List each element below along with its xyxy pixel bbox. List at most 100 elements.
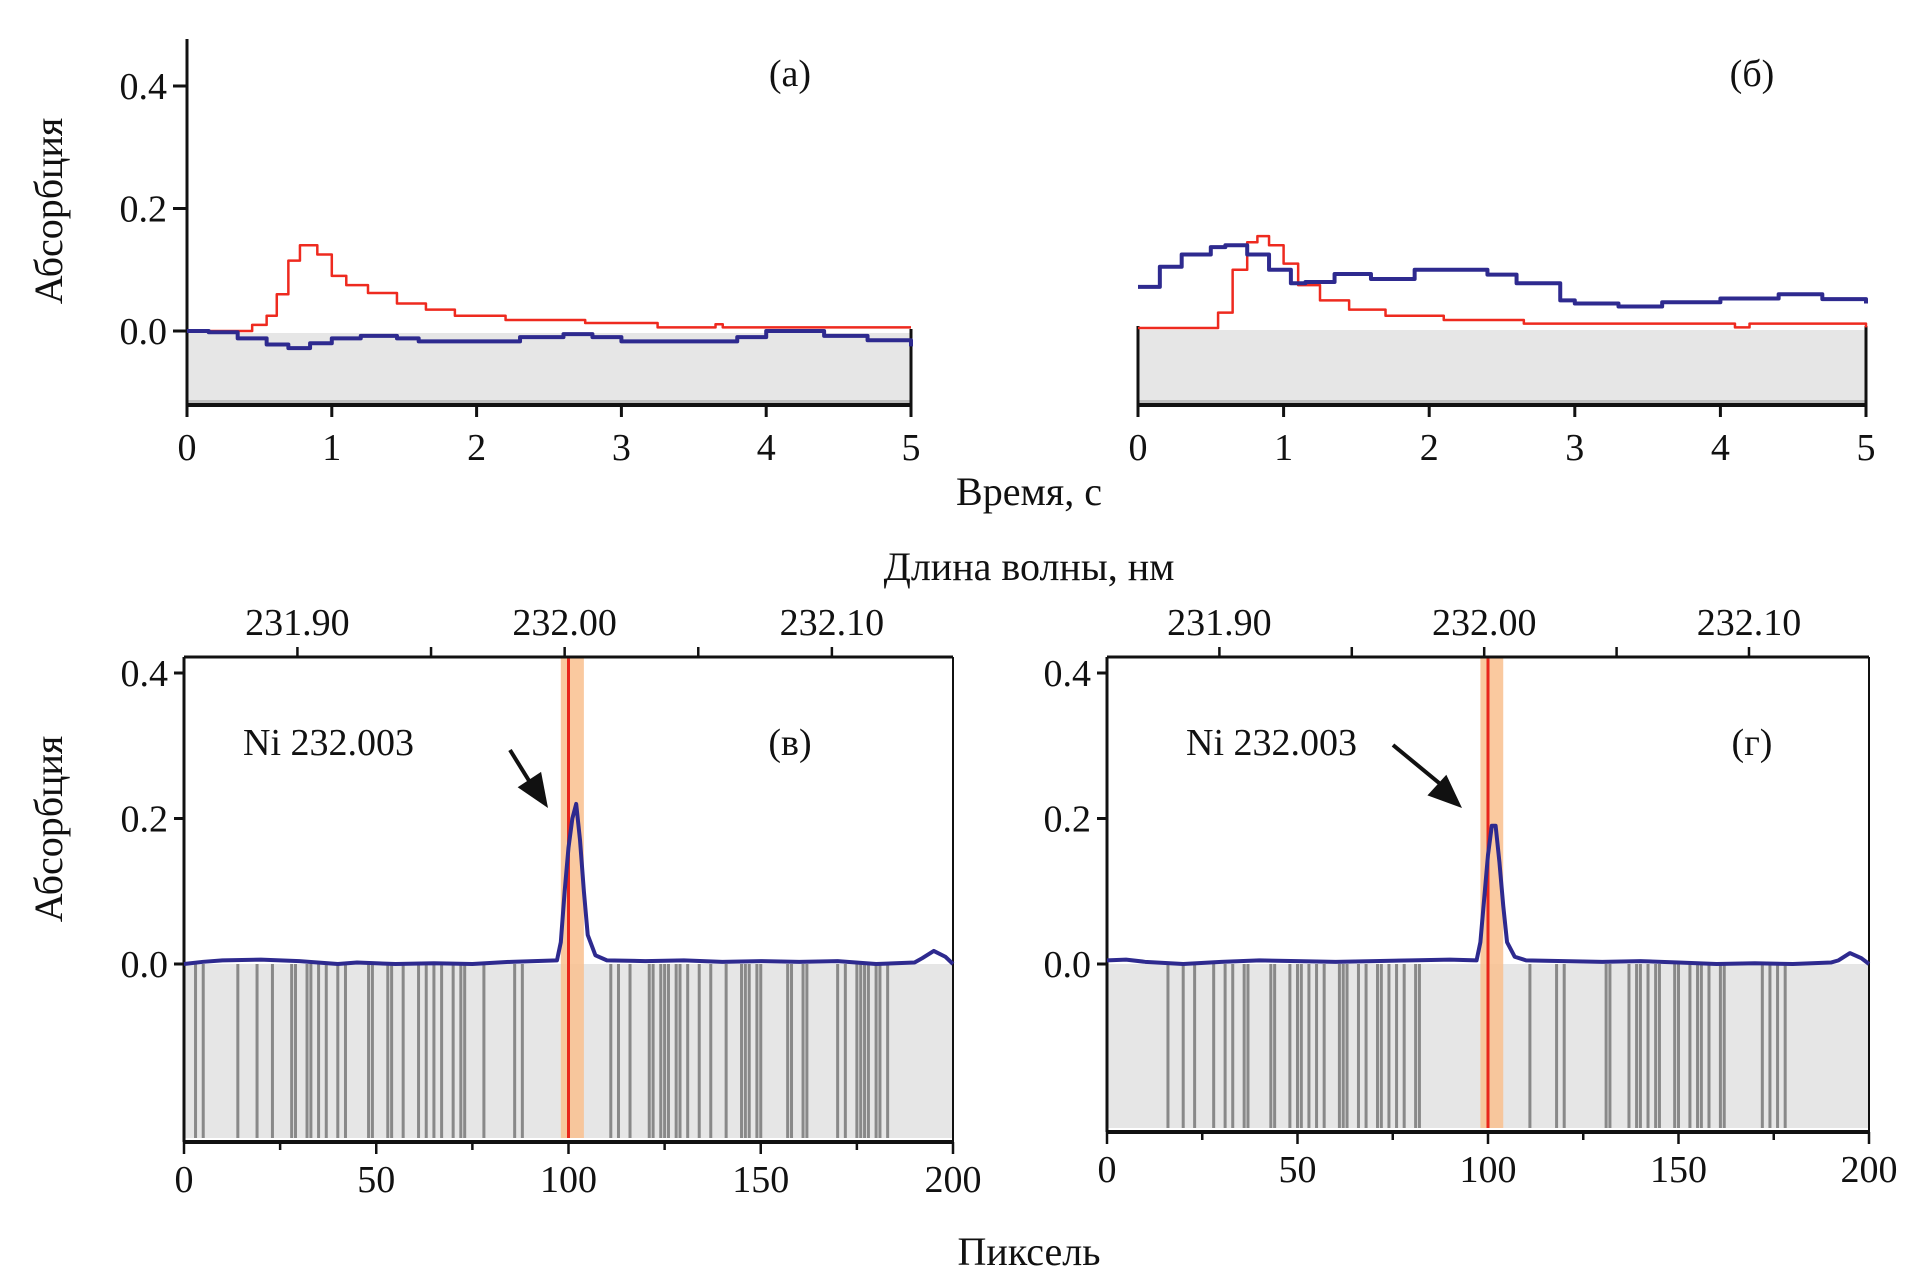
masked-pixel-bar	[678, 964, 682, 1138]
masked-pixel-bar	[294, 964, 298, 1138]
series-red-line	[1138, 234, 1868, 330]
masked-pixel-bar	[709, 964, 713, 1138]
masked-pixel-bar	[1212, 964, 1216, 1128]
masked-pixel-bar	[1654, 964, 1658, 1128]
masked-pixel-bar	[1181, 964, 1185, 1128]
masked-pixel-bar	[1677, 964, 1680, 1128]
x-tick-label: 2	[1420, 427, 1439, 469]
masked-pixel-bar	[1718, 964, 1722, 1128]
masked-pixel-bar	[886, 964, 890, 1138]
x-tick-label: 5	[902, 427, 921, 469]
masked-pixel-bar	[309, 964, 313, 1138]
masked-pixel-bar	[1288, 964, 1292, 1128]
masked-pixel-bar	[1246, 964, 1250, 1128]
masked-pixel-bar	[236, 964, 240, 1138]
x-tick-label: 150	[1650, 1149, 1707, 1191]
panel-g: 0.4 0.2 0.0 0 50 100 150 200 231.90 232.00 232.10 N…	[1044, 602, 1898, 1191]
masked-pixel-bar	[401, 964, 405, 1138]
masked-pixel-bar	[1231, 964, 1235, 1128]
masked-pixel-bar	[859, 964, 863, 1138]
masked-pixel-bar	[290, 964, 294, 1138]
x-tick-label: 0	[175, 1159, 194, 1201]
masked-pixel-bar	[651, 964, 655, 1138]
masked-pixel-bar	[370, 964, 374, 1138]
panel-label: (б)	[1730, 53, 1775, 95]
top-x-tick-label: 232.10	[1697, 602, 1802, 644]
top-x-tick-label: 232.00	[512, 602, 617, 644]
masked-pixel-bar	[1562, 964, 1566, 1128]
masked-pixel-bar	[666, 964, 670, 1138]
y-tick-label: 0.2	[121, 799, 169, 841]
masked-pixel-bar	[878, 964, 882, 1138]
x-axis-title-pixel: Пиксель	[958, 1229, 1101, 1274]
x-tick-label: 50	[1279, 1149, 1317, 1191]
masked-pixel-bar	[740, 964, 744, 1138]
masked-pixel-bar	[1604, 964, 1608, 1128]
masked-pixel-bar	[194, 964, 198, 1138]
masked-pixel-bar	[863, 964, 867, 1138]
y-tick-label: 0.2	[1044, 799, 1092, 841]
masked-pixel-bar	[759, 964, 763, 1138]
y-tick-label: 0.0	[120, 311, 168, 353]
peak-annotation: Ni 232.003	[1186, 722, 1357, 764]
x-tick-label: 150	[732, 1159, 789, 1201]
masked-pixel-bar	[1722, 964, 1726, 1128]
analytical-band	[1480, 657, 1504, 1128]
masked-pixel-bar	[1402, 964, 1406, 1128]
masked-pixel-bar	[1269, 964, 1273, 1128]
masked-pixel-bar	[874, 964, 878, 1138]
x-tick-label: 0	[1098, 1149, 1117, 1191]
masked-pixel-bar	[459, 964, 463, 1138]
masked-pixel-bar	[270, 964, 274, 1138]
masked-pixel-bar	[1345, 964, 1349, 1128]
masked-pixel-bar	[1193, 964, 1197, 1128]
masked-pixel-bar	[367, 964, 371, 1138]
masked-pixel-bar	[724, 964, 728, 1138]
masked-pixel-bar	[1635, 964, 1639, 1128]
masked-pixel-bar	[255, 964, 259, 1138]
masked-pixel-bar	[513, 964, 517, 1138]
masked-pixel-bar	[1296, 964, 1299, 1128]
arrow-head-icon	[517, 771, 548, 808]
masked-pixel-bar	[1341, 964, 1345, 1128]
x-tick-label: 200	[1841, 1149, 1898, 1191]
x-tick-label: 4	[757, 427, 776, 469]
masked-pixel-bar	[1657, 964, 1661, 1128]
y-tick-label: 0.0	[1044, 944, 1092, 986]
masked-pixel-bar	[432, 964, 436, 1138]
masked-pixel-bar	[674, 964, 678, 1138]
x-tick-label: 3	[1565, 427, 1584, 469]
masked-pixel-bar	[1387, 964, 1391, 1128]
top-x-tick-label: 231.90	[245, 602, 350, 644]
masked-pixel-bar	[1673, 964, 1677, 1128]
masked-pixel-bar	[1768, 964, 1772, 1128]
masked-pixel-bar	[1379, 964, 1383, 1128]
masked-pixel-bar	[1696, 964, 1700, 1128]
x-axis-title-time: Время, с	[956, 469, 1102, 514]
masked-pixel-bar	[440, 964, 444, 1138]
negative-region-fill	[187, 333, 911, 405]
masked-pixel-bar	[1776, 964, 1780, 1128]
masked-pixel-bar	[463, 964, 467, 1138]
negative-region-fill	[1138, 330, 1866, 405]
x-tick-label: 0	[178, 427, 197, 469]
panel-b: 0 1 2 3 4 5 (б)	[1129, 53, 1876, 469]
masked-pixel-bar	[843, 964, 847, 1138]
masked-pixel-bar	[336, 964, 340, 1138]
x-tick-label: 2	[467, 427, 486, 469]
masked-pixel-bar	[747, 964, 751, 1138]
masked-pixel-bar	[1273, 964, 1277, 1128]
x-tick-label: 0	[1129, 427, 1148, 469]
series-spectrum-line	[183, 801, 955, 966]
masked-pixel-bar	[836, 964, 840, 1138]
masked-pixel-bar	[790, 964, 794, 1138]
masked-pixel-bar	[659, 964, 663, 1138]
masked-pixel-bar	[1760, 964, 1764, 1128]
panel-label: (в)	[768, 722, 811, 764]
masked-pixel-bar	[520, 964, 524, 1138]
masked-pixel-bar	[1555, 964, 1559, 1128]
masked-pixel-bar	[1688, 964, 1692, 1128]
y-tick-label: 0.4	[1044, 653, 1092, 695]
masked-pixel-bar	[1364, 964, 1368, 1128]
x-tick-label: 4	[1711, 427, 1730, 469]
